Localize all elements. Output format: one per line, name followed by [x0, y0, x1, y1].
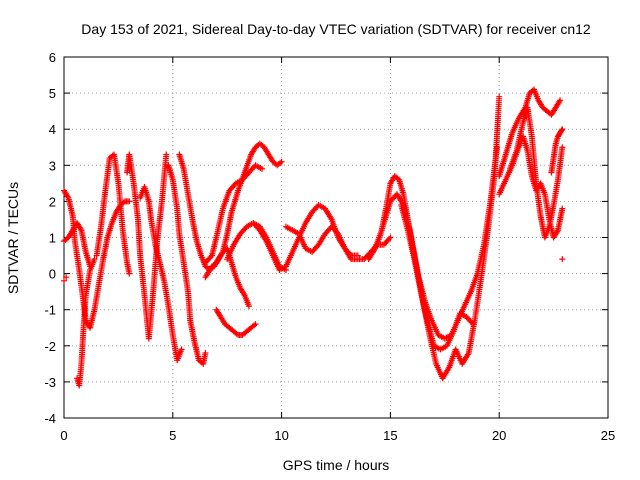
data-points [61, 86, 566, 389]
sdtvar-trace-markers [61, 86, 566, 389]
y-axis-label: SDTVAR / TECUs [5, 182, 21, 294]
y-tick-label: 0 [49, 267, 56, 282]
y-tick-label: 4 [49, 122, 56, 137]
y-tick-label: 1 [49, 231, 56, 246]
x-tick-label: 0 [60, 428, 67, 443]
axis-ticks: 0 5 10 15 20 25 -4 -3 -2 -1 0 1 2 3 4 5 6 [44, 50, 615, 443]
y-tick-label: -4 [44, 411, 56, 426]
sdtvar-point [61, 277, 67, 284]
y-tick-label: 6 [49, 50, 56, 65]
y-tick-label: 2 [49, 194, 56, 209]
x-axis-label: GPS time / hours [283, 457, 390, 473]
x-tick-label: 5 [169, 428, 176, 443]
y-tick-label: 5 [49, 86, 56, 101]
y-tick-label: -3 [44, 375, 56, 390]
y-tick-label: -1 [44, 303, 56, 318]
x-tick-label: 20 [492, 428, 506, 443]
x-tick-label: 15 [383, 428, 397, 443]
y-tick-label: 3 [49, 158, 56, 173]
chart-title: Day 153 of 2021, Sidereal Day-to-day VTE… [81, 21, 591, 37]
x-tick-label: 10 [274, 428, 288, 443]
x-tick-label: 25 [601, 428, 615, 443]
y-tick-label: -2 [44, 339, 56, 354]
sdtvar-point [63, 274, 70, 281]
sdtvar-point [559, 256, 566, 263]
